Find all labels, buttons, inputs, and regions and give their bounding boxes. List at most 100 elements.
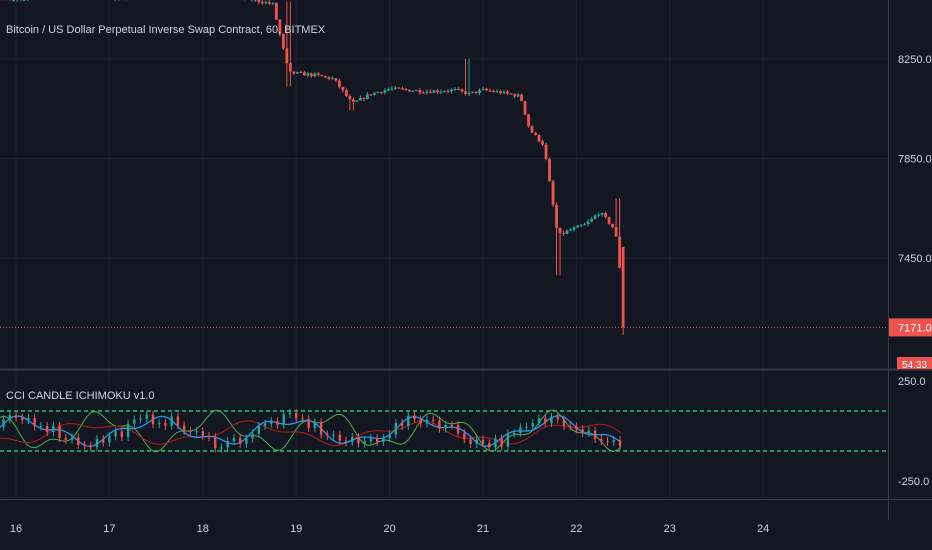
time-tick-label: 21 (477, 523, 489, 535)
candle (544, 142, 548, 161)
candle (523, 100, 527, 116)
indicator-candle-body (506, 433, 510, 447)
candle (569, 227, 572, 232)
candle (257, 0, 261, 5)
indicator-candle-body (226, 441, 229, 448)
candle-body (369, 94, 373, 96)
time-tick-label: 23 (664, 523, 676, 535)
indicator-candle (77, 433, 80, 449)
indicator-candle (263, 419, 267, 430)
candle (590, 217, 593, 223)
indicator-candle-body (14, 415, 18, 418)
candle-body (408, 89, 411, 92)
candle-body (285, 48, 289, 64)
indicator-candle (33, 413, 36, 431)
indicator-candle-body (326, 434, 329, 436)
candle-body (604, 213, 607, 218)
indicator-candle-body (263, 423, 267, 426)
candle-body (432, 90, 436, 93)
indicator-candle (8, 411, 11, 424)
indicator-candle-body (176, 416, 180, 426)
indicator-candle-body (525, 426, 528, 428)
candle (576, 224, 579, 228)
indicator-candle-body (307, 418, 310, 428)
indicator-candle (531, 419, 535, 431)
candle-body (334, 78, 338, 81)
indicator-candle (456, 421, 460, 438)
candle (348, 94, 352, 110)
indicator-candle-body (581, 429, 584, 433)
indicator-candle (537, 414, 541, 428)
candle (565, 229, 569, 235)
candle-body (520, 94, 523, 102)
indicator-candle-body (450, 425, 454, 427)
indicator-candle (27, 413, 30, 425)
candle (439, 89, 443, 95)
candle-body (558, 227, 562, 233)
candle-body (309, 73, 313, 77)
candle-body (555, 204, 558, 228)
candle-body (499, 91, 502, 94)
candle-body (614, 227, 618, 237)
candle-body (527, 114, 530, 127)
indicator-candle (64, 434, 68, 444)
indicator-candle (21, 413, 24, 425)
candle (337, 78, 341, 89)
candle-body (383, 90, 387, 93)
indicator-candle (568, 421, 572, 431)
candle (597, 212, 600, 218)
indicator-candle-body (587, 430, 591, 433)
candle-body (271, 2, 275, 4)
candle (425, 89, 429, 95)
indicator-candle-body (2, 419, 5, 427)
indicator-candle-body (45, 425, 49, 433)
time-tick-label: 19 (290, 523, 302, 535)
candle (323, 75, 327, 79)
candle-body (401, 88, 404, 90)
indicator-candle-body (475, 439, 478, 444)
candle-body (22, 0, 26, 1)
indicator-candle (114, 427, 117, 441)
candle (551, 179, 555, 208)
candle (481, 86, 485, 91)
candle-body (376, 92, 380, 94)
indicator-candle-body (39, 425, 43, 427)
candle (302, 70, 306, 76)
candle (485, 87, 488, 92)
indicator-candle-body (214, 437, 217, 449)
candle (604, 211, 607, 219)
candle-body (316, 73, 320, 75)
indicator-candle (444, 421, 447, 433)
indicator-candle (326, 430, 329, 440)
indicator-candle-body (251, 433, 254, 439)
candle-body (488, 90, 492, 92)
axes-layer: 8250.0 7850.0 7450.0 7171.0 54.33 250.0 -250.0… (0, 0, 932, 535)
indicator-candle-body (544, 418, 547, 424)
candle-body (600, 213, 604, 215)
indicator-candle-body (562, 419, 566, 426)
candle-body (404, 88, 408, 90)
candle-body (415, 90, 418, 92)
candle-body (274, 2, 278, 20)
candle-body (295, 72, 299, 74)
indicator-candle-body (375, 438, 379, 443)
candle-body (618, 236, 621, 268)
candle (600, 212, 604, 217)
indicator-candle (70, 433, 74, 444)
indicator-candle (425, 415, 429, 428)
candle (366, 92, 369, 100)
candle-body (569, 229, 572, 231)
indicator-candle-body (425, 419, 429, 424)
time-tick-label: 17 (103, 523, 115, 535)
indicator-tick-label: -250.0 (898, 476, 929, 488)
indicator-candle (139, 414, 142, 424)
candle-body (537, 134, 541, 142)
indicator-candle (481, 435, 485, 448)
indicator-candle-body (575, 426, 578, 430)
candles-layer (0, 0, 625, 336)
candle-body (607, 217, 611, 224)
candle (397, 87, 401, 89)
indicator-candle-body (126, 423, 130, 437)
candle-body (397, 87, 401, 89)
candle-body (446, 91, 450, 93)
